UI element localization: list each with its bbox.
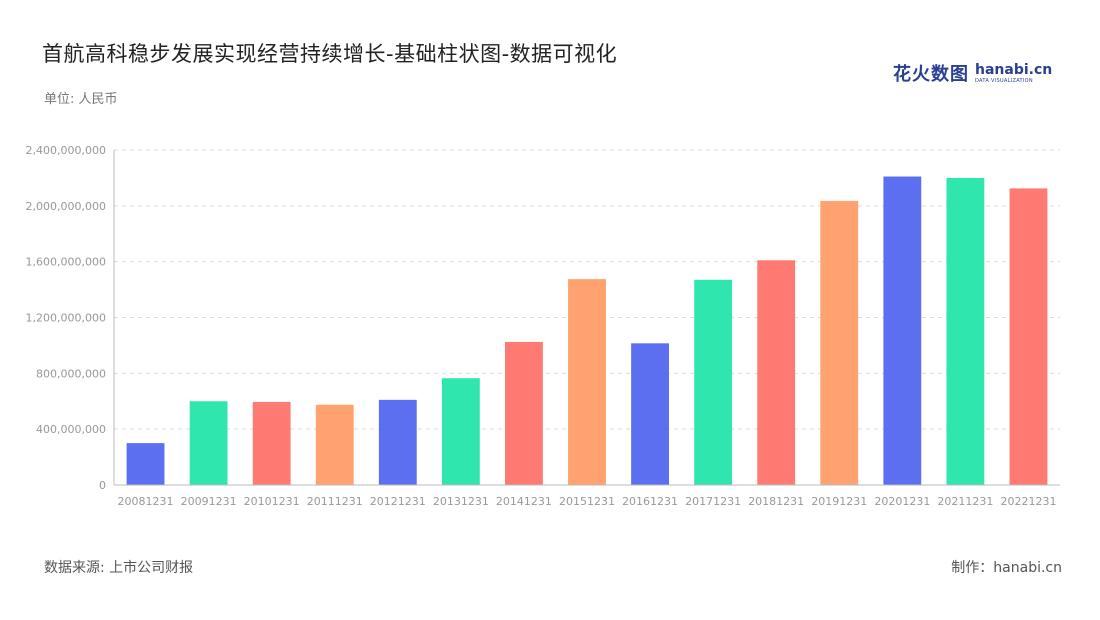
bar-20171231[interactable]	[694, 279, 733, 485]
bar-20101231[interactable]	[252, 401, 291, 485]
bar-20201231[interactable]	[883, 176, 922, 486]
y-tick-label: 0	[99, 479, 106, 492]
logo-sub-text: DATA VISUALIZATION	[975, 77, 1033, 84]
brand-logo: 花火数图 hanabi.cn DATA VISUALIZATION	[893, 60, 1052, 86]
x-tick-label: 20191231	[811, 495, 867, 508]
y-tick-label: 2,000,000,000	[26, 200, 106, 213]
y-tick-label: 2,400,000,000	[26, 144, 106, 157]
x-tick-label: 20091231	[181, 495, 237, 508]
x-tick-label: 20131231	[433, 495, 489, 508]
bar-20221231[interactable]	[1009, 188, 1048, 485]
bar-20181231[interactable]	[757, 260, 796, 485]
logo-en-text: hanabi.cn	[975, 61, 1053, 78]
x-tick-label: 20201231	[874, 495, 930, 508]
bar-20151231[interactable]	[568, 279, 606, 485]
bar-20081231[interactable]	[126, 443, 165, 485]
y-tick-label: 800,000,000	[36, 367, 106, 380]
x-tick-label: 20081231	[118, 495, 174, 508]
logo-cn-text: 花火数图	[893, 64, 969, 85]
bar-20191231[interactable]	[820, 200, 859, 485]
bar-20211231[interactable]	[946, 177, 985, 485]
bar-20111231[interactable]	[315, 404, 354, 485]
data-source: 数据来源: 上市公司财报	[44, 560, 194, 576]
x-tick-label: 20121231	[370, 495, 426, 508]
x-tick-label: 20101231	[244, 495, 300, 508]
x-tick-label: 20211231	[937, 495, 993, 508]
credit-label: 制作：hanabi.cn	[951, 560, 1062, 576]
x-tick-label: 20151231	[559, 495, 615, 508]
bar-20131231[interactable]	[441, 378, 480, 485]
chart-title: 首航高科稳步发展实现经营持续增长-基础柱状图-数据可视化	[42, 42, 618, 66]
bar-20121231[interactable]	[378, 399, 417, 485]
x-tick-label: 20111231	[307, 495, 363, 508]
bar-20091231[interactable]	[189, 401, 228, 485]
y-tick-label: 1,600,000,000	[26, 256, 106, 269]
x-tick-label: 20181231	[748, 495, 804, 508]
x-tick-label: 20141231	[496, 495, 552, 508]
x-tick-label: 20161231	[622, 495, 678, 508]
bar-20161231[interactable]	[631, 343, 669, 485]
y-tick-label: 1,200,000,000	[26, 312, 106, 325]
y-tick-label: 400,000,000	[36, 423, 106, 436]
logo-en-block: hanabi.cn DATA VISUALIZATION	[975, 63, 1052, 84]
bar-20141231[interactable]	[505, 341, 543, 485]
x-tick-label: 20221231	[1000, 495, 1056, 508]
bars	[126, 176, 1048, 486]
unit-label: 单位: 人民币	[44, 92, 118, 107]
x-tick-label: 20171231	[685, 495, 741, 508]
axes: 0 400,000,000 800,000,000 1,200,000,000 1,60…	[26, 144, 1060, 508]
